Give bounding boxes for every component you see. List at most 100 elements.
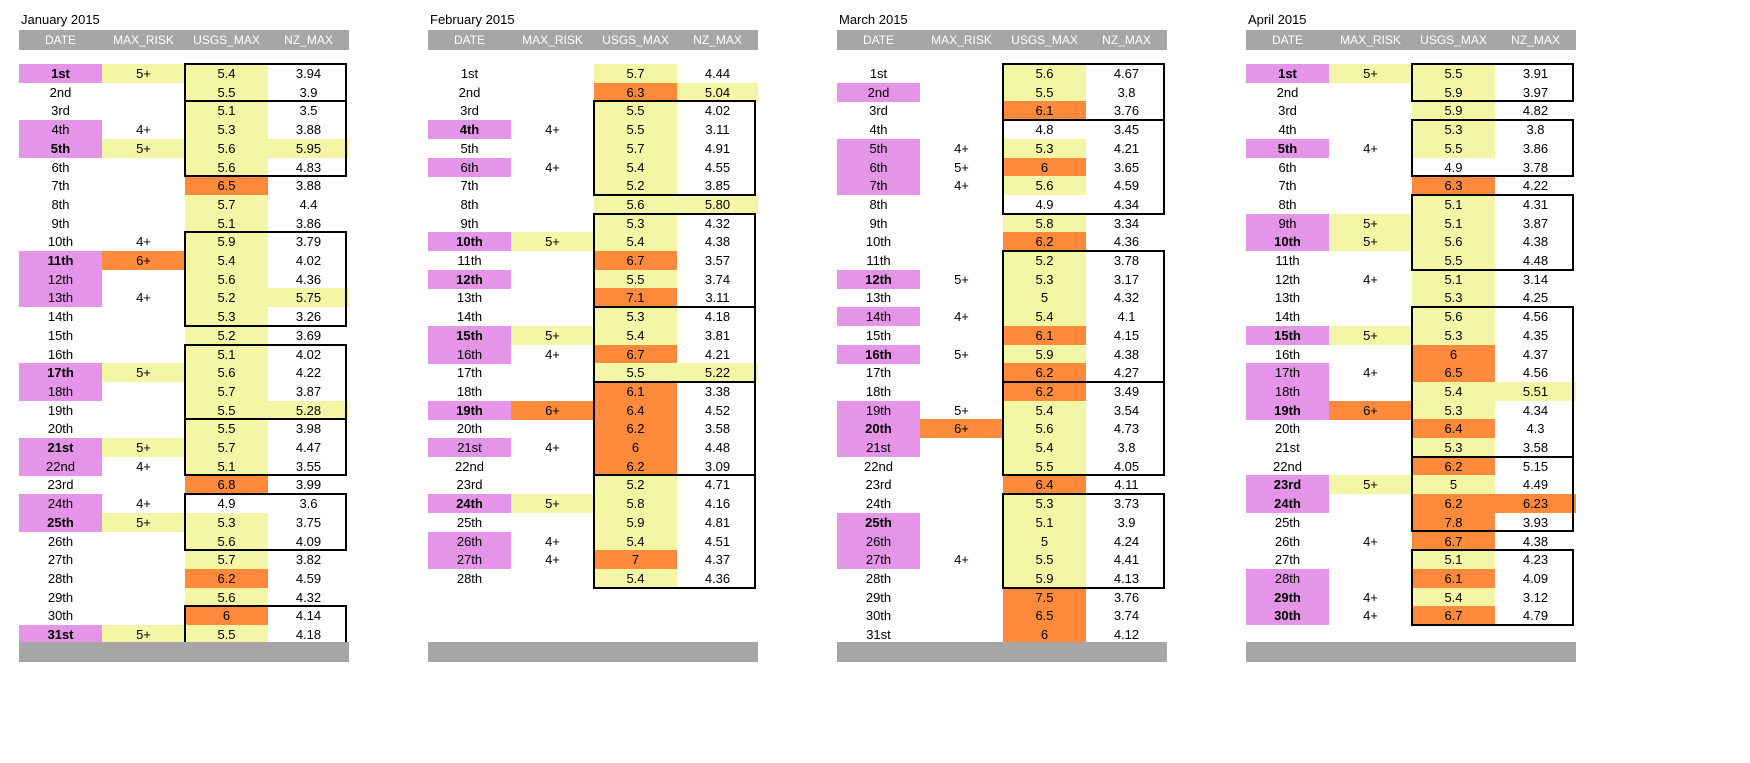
nz-cell: 3.8	[1526, 122, 1545, 138]
date-cell: 15th	[47, 327, 74, 343]
risk-cell: 5+	[1329, 325, 1412, 345]
usgs-cell: 5.9	[1412, 101, 1495, 121]
table-row: 6th 4+ 5.4 4.55	[428, 157, 758, 177]
date-cell: 16th	[47, 346, 74, 362]
usgs-cell: 6.3	[594, 82, 677, 102]
risk-cell: 4+	[545, 552, 560, 568]
column-header: MAX_RISK	[931, 33, 992, 47]
usgs-cell: 4.9	[1444, 159, 1463, 175]
risk-cell	[1329, 550, 1412, 569]
nz-cell: 3.09	[704, 458, 731, 474]
date-cell: 2nd	[837, 82, 920, 102]
risk-cell: 4+	[1363, 140, 1378, 156]
table-row: 10th 4+ 5.9 3.79	[19, 232, 349, 252]
nz-cell: 4.83	[295, 159, 322, 175]
date-cell: 24th	[428, 494, 511, 514]
table-row: 23rd 6.8 3.99	[19, 475, 349, 495]
risk-cell: 5+	[511, 325, 594, 345]
usgs-cell: 5.5	[1412, 138, 1495, 158]
nz-cell: 4.13	[1113, 570, 1140, 586]
usgs-cell: 5.1	[1412, 269, 1495, 289]
usgs-cell: 5.6	[1003, 176, 1086, 196]
risk-cell: 4+	[136, 234, 151, 250]
nz-cell: 6.23	[1495, 494, 1576, 514]
month-table-1: February 2015 DATE MAX_RISK USGS_MAX NZ_MAX 1…	[428, 0, 758, 763]
usgs-cell: 5.6	[1003, 419, 1086, 439]
nz-cell: 3.85	[704, 178, 731, 194]
usgs-cell: 6.8	[185, 475, 268, 495]
nz-cell: 4.37	[1522, 346, 1549, 362]
risk-cell: 4+	[136, 290, 151, 306]
date-cell: 25th	[19, 512, 102, 532]
date-cell: 27th	[1274, 552, 1301, 568]
nz-cell: 3.87	[295, 383, 322, 399]
risk-cell	[102, 214, 185, 233]
nz-cell: 3.78	[1113, 253, 1140, 268]
usgs-cell: 5.4	[1003, 438, 1086, 457]
table-row: 27th 4+ 5.5 4.41	[837, 550, 1167, 570]
date-cell: 24th	[19, 494, 102, 514]
footer-bar	[19, 642, 349, 662]
table-row: 18th 6.1 3.38	[428, 381, 758, 401]
nz-cell: 3.82	[295, 552, 322, 568]
usgs-cell: 6.4	[1003, 475, 1086, 495]
usgs-cell: 5.3	[185, 120, 268, 140]
risk-cell: 4+	[136, 496, 151, 512]
nz-cell: 3.79	[295, 234, 322, 250]
usgs-cell: 5.5	[185, 419, 268, 439]
usgs-cell: 5.1	[185, 101, 268, 121]
month-title: January 2015	[21, 12, 100, 27]
date-cell: 5th	[19, 138, 102, 158]
usgs-cell: 5.2	[185, 325, 268, 345]
column-header: USGS_MAX	[602, 33, 669, 47]
usgs-cell: 5.4	[1003, 307, 1086, 327]
usgs-cell: 5.4	[185, 251, 268, 270]
usgs-cell: 5.7	[185, 381, 268, 401]
risk-cell: 4+	[1363, 271, 1378, 287]
table-row: 9th 5.8 3.34	[837, 213, 1167, 233]
date-cell: 23rd	[1246, 475, 1329, 495]
risk-cell	[1329, 438, 1412, 457]
usgs-cell: 5.4	[594, 232, 677, 252]
date-cell: 11th	[866, 253, 891, 268]
usgs-cell: 5.3	[185, 512, 268, 532]
date-cell: 3rd	[869, 103, 888, 119]
risk-cell	[102, 588, 185, 607]
usgs-cell: 5.7	[185, 194, 268, 214]
column-header-row: DATE MAX_RISK USGS_MAX NZ_MAX	[837, 30, 1167, 50]
table-row: 3rd 5.1 3.5	[19, 101, 349, 121]
risk-cell: 4+	[545, 122, 560, 138]
risk-cell	[102, 270, 185, 289]
usgs-cell: 5.4	[594, 568, 677, 588]
usgs-cell: 6.5	[1003, 606, 1086, 626]
usgs-cell: 5.3	[1412, 288, 1495, 308]
usgs-cell: 5.5	[594, 120, 677, 140]
usgs-cell: 6.7	[1412, 606, 1495, 626]
usgs-cell: 7.5	[1003, 587, 1086, 607]
usgs-cell: 6.7	[594, 344, 677, 364]
usgs-cell: 5.3	[594, 213, 677, 233]
date-cell: 4th	[869, 122, 888, 138]
risk-cell	[920, 232, 1003, 251]
nz-cell: 3.91	[1522, 66, 1549, 81]
date-cell: 10th	[865, 234, 892, 250]
table-row: 15th 5.2 3.69	[19, 325, 349, 345]
table-row: 27th 4+ 7 4.37	[428, 550, 758, 570]
table-row: 14th 4+ 5.4 4.1	[837, 307, 1167, 327]
nz-cell: 3.75	[295, 514, 322, 530]
nz-cell: 5.95	[268, 138, 349, 158]
nz-cell: 3.26	[295, 309, 322, 325]
risk-cell	[1329, 494, 1412, 513]
date-cell: 3rd	[460, 103, 479, 119]
nz-cell: 4.81	[704, 514, 731, 530]
date-cell: 21st	[428, 438, 511, 457]
date-cell: 12th	[428, 269, 511, 289]
table-row: 7th 4+ 5.6 4.59	[837, 176, 1167, 196]
date-cell: 17th	[865, 365, 892, 381]
table-row: 21st 5+ 5.7 4.47	[19, 438, 349, 457]
date-cell: 27th	[837, 550, 920, 570]
nz-cell: 3.86	[1522, 140, 1549, 156]
nz-cell: 4.44	[704, 66, 731, 81]
usgs-cell: 5.6	[185, 269, 268, 289]
usgs-cell: 6	[1412, 344, 1495, 364]
